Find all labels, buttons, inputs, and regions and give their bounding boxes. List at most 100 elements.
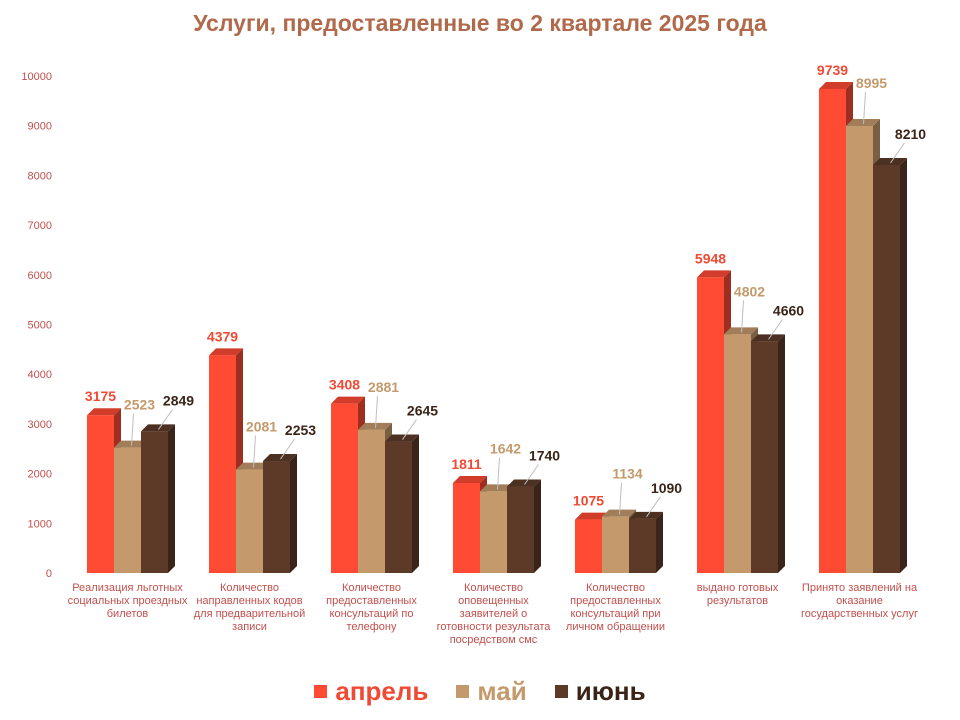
bar-top (453, 475, 487, 483)
data-label: 8210 (895, 126, 926, 142)
bar (114, 447, 141, 573)
bar-side (412, 434, 419, 573)
y-tick-label: 3000 (28, 419, 52, 431)
legend-label: апрель (335, 676, 429, 706)
bar-top (263, 454, 297, 462)
bar-top (629, 511, 663, 519)
legend-swatch (456, 685, 470, 698)
bar (873, 164, 900, 573)
data-label: 4660 (773, 302, 804, 318)
bar (358, 429, 385, 573)
data-label-leader (131, 413, 134, 446)
bar (697, 277, 724, 573)
x-category-label: Реализация льготных социальных проездных… (67, 582, 188, 620)
bar (575, 519, 602, 573)
bar-side (290, 454, 297, 573)
data-label-leader (402, 419, 417, 440)
data-label: 1090 (651, 480, 682, 496)
data-label-leader (280, 438, 295, 460)
bar (87, 415, 114, 573)
bar-top (385, 434, 419, 442)
data-label: 1811 (451, 456, 482, 472)
bar-top (87, 408, 121, 416)
legend-item: май (456, 676, 527, 707)
data-label-leader (890, 142, 905, 164)
data-label-leader (619, 482, 622, 515)
bar (751, 341, 778, 573)
bar-top (331, 396, 365, 404)
data-label-leader (863, 91, 866, 124)
legend-item: июнь (554, 676, 646, 707)
chart-title: Услуги, предоставленные во 2 квартале 20… (193, 10, 767, 36)
data-label: 9739 (817, 62, 848, 78)
y-tick-label: 1000 (28, 518, 52, 530)
legend: апрель май июнь (0, 676, 960, 707)
data-label: 1642 (490, 440, 521, 456)
data-label: 8995 (856, 75, 887, 91)
data-label: 4802 (734, 283, 765, 299)
bar (385, 441, 412, 573)
data-label-leader (741, 300, 744, 333)
bar-side (656, 511, 663, 573)
bar-side (534, 479, 541, 573)
bar-top (114, 440, 148, 448)
bar-top (480, 484, 514, 492)
bar-top (358, 422, 392, 430)
legend-label: июнь (575, 676, 646, 706)
data-label-leader (646, 496, 661, 518)
legend-label: май (477, 676, 527, 706)
data-label: 2253 (285, 422, 316, 438)
bar-top (873, 157, 907, 165)
bar-top (751, 334, 785, 342)
data-label: 1075 (573, 493, 604, 509)
y-tick-label: 9000 (28, 121, 52, 133)
bar-top (236, 462, 270, 470)
data-label: 2645 (407, 403, 438, 419)
bar-top (209, 348, 243, 356)
bar (331, 403, 358, 573)
y-tick-label: 8000 (28, 170, 52, 182)
y-tick-label: 2000 (28, 469, 52, 481)
data-label-leader (158, 409, 173, 430)
y-tick-label: 6000 (28, 270, 52, 282)
bar (602, 516, 629, 573)
data-label: 2849 (163, 392, 194, 408)
data-label: 1134 (612, 466, 643, 482)
data-label-leader (524, 464, 539, 485)
bar-side (778, 334, 785, 573)
data-label-leader (375, 395, 378, 428)
bar (141, 431, 168, 573)
y-tick-label: 10000 (21, 71, 52, 83)
y-tick-label: 0 (46, 568, 52, 580)
bar-top (819, 81, 853, 89)
bar (263, 461, 290, 573)
x-category-label: выдано готовых результатов (696, 582, 779, 607)
data-label: 2081 (246, 419, 277, 435)
bar (236, 469, 263, 573)
bar (846, 125, 873, 574)
bar (209, 355, 236, 573)
legend-swatch (554, 685, 568, 698)
bar-top (507, 479, 541, 487)
bar-side (900, 157, 907, 573)
y-tick-label: 7000 (28, 220, 52, 232)
data-label: 4379 (207, 328, 238, 344)
x-category-label: Количество предоставленных консультаций … (565, 582, 666, 633)
x-category-label: Количество предоставленных консультаций … (326, 582, 417, 633)
bar-top (846, 118, 880, 126)
data-label: 5948 (695, 250, 726, 266)
data-label: 3175 (85, 388, 116, 404)
bar-side (168, 424, 175, 573)
bar (480, 491, 507, 573)
bar (819, 88, 846, 573)
data-label: 3408 (329, 377, 360, 393)
bar-top (724, 327, 758, 335)
x-category-label: Количество направленных кодов для предва… (193, 582, 306, 633)
bar-top (141, 424, 175, 432)
legend-swatch (314, 685, 328, 698)
data-label-leader (497, 457, 500, 490)
x-category-label: Количество оповещенных заявителей о гото… (436, 582, 551, 646)
bar (453, 482, 480, 573)
bar-top (697, 270, 731, 278)
